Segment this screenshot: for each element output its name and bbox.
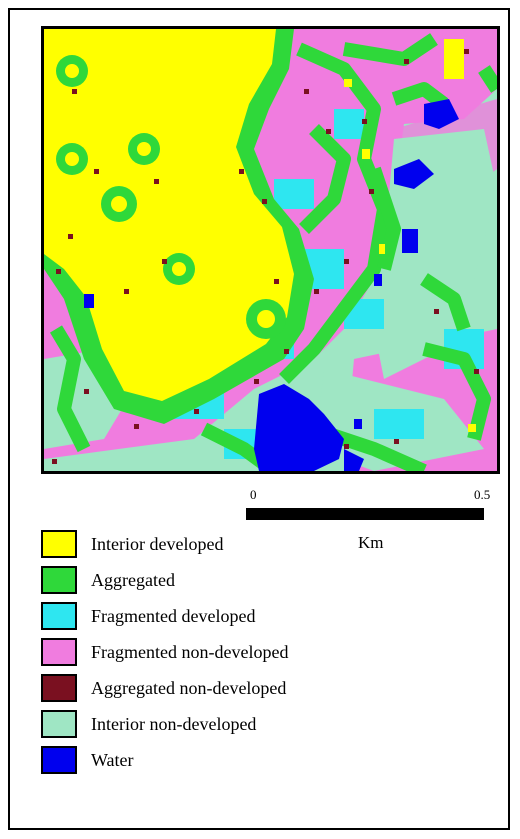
legend-label: Water — [91, 749, 134, 770]
scale-bar: 0 0.5 Km — [246, 487, 490, 557]
legend-item: Water — [41, 742, 288, 778]
legend-item: Aggregated — [41, 562, 288, 598]
legend-label: Fragmented non-developed — [91, 641, 289, 662]
legend-swatch-interior-developed — [41, 530, 77, 558]
legend-swatch-aggregated — [41, 566, 77, 594]
legend-label: Aggregated non-developed — [91, 677, 287, 698]
legend-swatch-interior-non-developed — [41, 710, 77, 738]
legend-swatch-fragmented-developed — [41, 602, 77, 630]
legend-swatch-aggregated-non-developed — [41, 674, 77, 702]
legend-swatch-fragmented-non-developed — [41, 638, 77, 666]
scale-unit-label: Km — [358, 533, 384, 552]
legend-label: Aggregated — [91, 569, 175, 590]
map-legend: Interior developed Aggregated Fragmented… — [41, 526, 288, 778]
legend-label: Fragmented developed — [91, 605, 256, 626]
land-cover-map — [41, 26, 500, 474]
map-canvas — [44, 29, 497, 471]
legend-item: Interior non-developed — [41, 706, 288, 742]
legend-swatch-water — [41, 746, 77, 774]
scale-bar-line — [246, 508, 484, 520]
legend-item: Fragmented developed — [41, 598, 288, 634]
legend-label: Interior developed — [91, 533, 224, 554]
legend-label: Interior non-developed — [91, 713, 257, 734]
legend-item: Aggregated non-developed — [41, 670, 288, 706]
legend-item: Interior developed — [41, 526, 288, 562]
scale-start-label: 0 — [250, 487, 257, 502]
scale-end-label: 0.5 — [474, 487, 491, 502]
legend-item: Fragmented non-developed — [41, 634, 288, 670]
